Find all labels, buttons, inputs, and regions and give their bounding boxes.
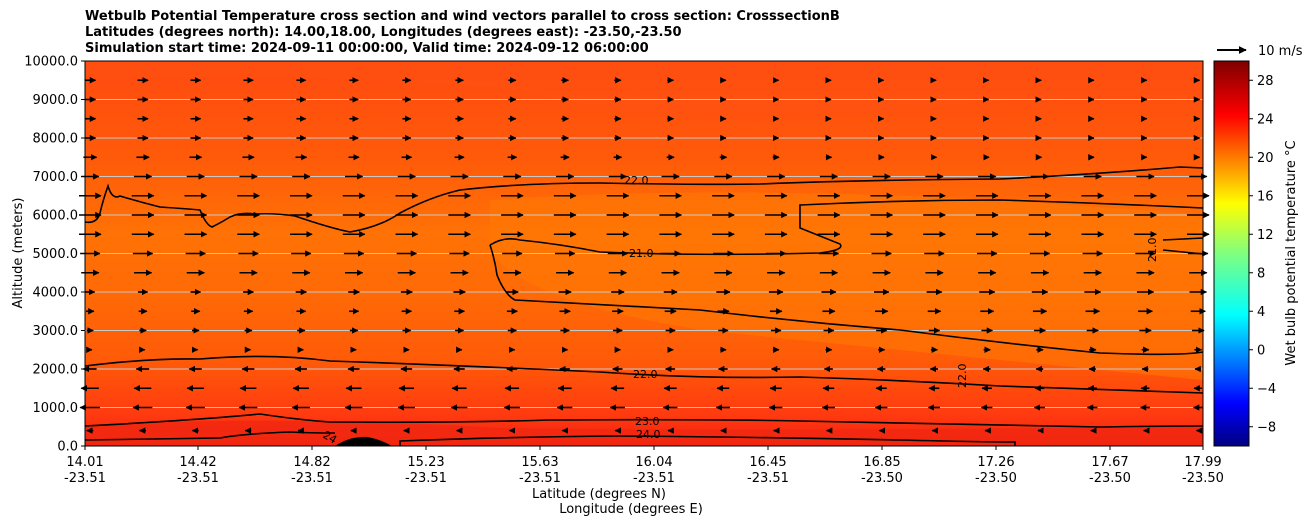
warm-core-patch — [490, 192, 1203, 380]
chart-title: Wetbulb Potential Temperature cross sect… — [85, 9, 840, 57]
y-tick-label-6: 6000.0 — [33, 209, 79, 224]
terrain — [335, 436, 392, 446]
y-tick-label-9: 9000.0 — [33, 93, 79, 108]
contour-22-lower — [84, 355, 1204, 394]
contour-label-23: 23.0 — [635, 415, 660, 428]
x-tick-lon-3: -23.51 — [405, 471, 447, 486]
contour-lines — [84, 166, 1204, 446]
contour-23 — [84, 413, 1204, 428]
y-tick-label-10: 10000.0 — [24, 55, 78, 70]
x-tick-lon-5: -23.51 — [633, 471, 675, 486]
contour-22-upper — [84, 166, 1204, 233]
contour-label-21-vert: 21.0 — [1146, 238, 1159, 263]
colorbar-tick-label-7: 20 — [1257, 151, 1274, 166]
title-line-2: Latitudes (degrees north): 14.00,18.00, … — [85, 25, 682, 40]
x-tick-lat-7: 16.85 — [863, 455, 900, 470]
wind-vectors — [79, 77, 1210, 434]
wind-key-label: 10 m/s — [1258, 44, 1303, 59]
y-tick-label-7: 7000.0 — [33, 170, 79, 185]
colorbar-ticks: −8 −4 0 4 8 12 16 20 24 28 — [1249, 74, 1276, 435]
colorbar-label: Wet bulb potential temperature °C — [1284, 140, 1299, 365]
wind-key: 10 m/s — [1217, 44, 1303, 59]
contour-label-group: 22.0 21.0 22.0 23.0 24.0 22.0 21.0 24 — [321, 174, 1160, 447]
x-tick-lon-2: -23.51 — [291, 471, 333, 486]
x-tick-lon-6: -23.51 — [747, 471, 789, 486]
colorbar-tick-label-8: 24 — [1257, 112, 1274, 127]
x-tick-lon-1: -23.51 — [177, 471, 219, 486]
colorbar-tick-label-4: 8 — [1257, 266, 1265, 281]
colorbar-tick-label-5: 12 — [1257, 228, 1274, 243]
y-tick-label-4: 4000.0 — [33, 286, 79, 301]
x-tick-lon-10: -23.50 — [1182, 471, 1224, 486]
x-tick-lon-9: -23.50 — [1089, 471, 1131, 486]
colorbar-gradient — [1213, 60, 1250, 447]
x-tick-lat-3: 15.23 — [407, 455, 444, 470]
contour-label-22-low: 22.0 — [633, 368, 658, 381]
x-axis-label-lon: Longitude (degrees E) — [559, 502, 703, 517]
y-tick-label-2: 2000.0 — [33, 363, 79, 378]
title-line-1: Wetbulb Potential Temperature cross sect… — [85, 9, 840, 24]
x-tick-lon-7: -23.50 — [861, 471, 903, 486]
y-axis-label: Altitude (meters) — [11, 198, 26, 309]
x-tick-lat-2: 14.82 — [293, 455, 330, 470]
x-tick-lon-4: -23.51 — [519, 471, 561, 486]
x-axis-label-lat: Latitude (degrees N) — [532, 487, 666, 502]
colorbar-tick-label-3: 4 — [1257, 305, 1265, 320]
contour-label-24: 24.0 — [636, 428, 661, 441]
x-axis: 14.01-23.5114.42-23.5114.82-23.5115.23-2… — [64, 446, 1224, 486]
warm-patch — [85, 61, 1203, 122]
x-tick-lat-5: 16.04 — [635, 455, 672, 470]
contour-label-22-top: 22.0 — [624, 174, 649, 187]
x-tick-lat-4: 15.63 — [521, 455, 558, 470]
contour-21-right — [1162, 237, 1204, 241]
contour-21 — [489, 244, 1204, 356]
y-tick-label-1: 1000.0 — [33, 401, 79, 416]
y-tick-label-3: 3000.0 — [33, 324, 79, 339]
title-line-3: Simulation start time: 2024-09-11 00:00:… — [85, 41, 649, 56]
colorbar: −8 −4 0 4 8 12 16 20 24 28 Wet bulb potential tem… — [1213, 60, 1299, 447]
y-tick-label-0: 0.0 — [57, 440, 78, 455]
x-tick-lat-10: 17.99 — [1184, 455, 1221, 470]
contour-24 — [84, 431, 1016, 446]
x-tick-lon-0: -23.51 — [64, 471, 106, 486]
x-tick-lat-1: 14.42 — [179, 455, 216, 470]
y-tick-label-8: 8000.0 — [33, 132, 79, 147]
y-tick-label-5: 5000.0 — [33, 247, 79, 262]
contour-label-24-terrain: 24 — [321, 428, 340, 446]
contour-label-22-vert: 22.0 — [956, 364, 969, 389]
x-tick-lon-8: -23.50 — [975, 471, 1017, 486]
colorbar-tick-label-6: 16 — [1257, 189, 1274, 204]
colorbar-tick-label-1: −4 — [1257, 382, 1276, 397]
x-tick-lat-9: 17.67 — [1091, 455, 1128, 470]
x-tick-lat-8: 17.26 — [977, 455, 1014, 470]
x-tick-lat-6: 16.45 — [749, 455, 786, 470]
colorbar-tick-label-9: 28 — [1257, 74, 1274, 89]
colorbar-tick-label-0: −8 — [1257, 420, 1276, 435]
y-axis: 0.0 1000.0 2000.0 3000.0 4000.0 5000.0 6000.0 7… — [24, 55, 85, 455]
contour-label-21: 21.0 — [629, 247, 654, 260]
colorbar-tick-label-2: 0 — [1257, 343, 1265, 358]
x-tick-lat-0: 14.01 — [66, 455, 103, 470]
contour-21-top — [489, 199, 1204, 256]
